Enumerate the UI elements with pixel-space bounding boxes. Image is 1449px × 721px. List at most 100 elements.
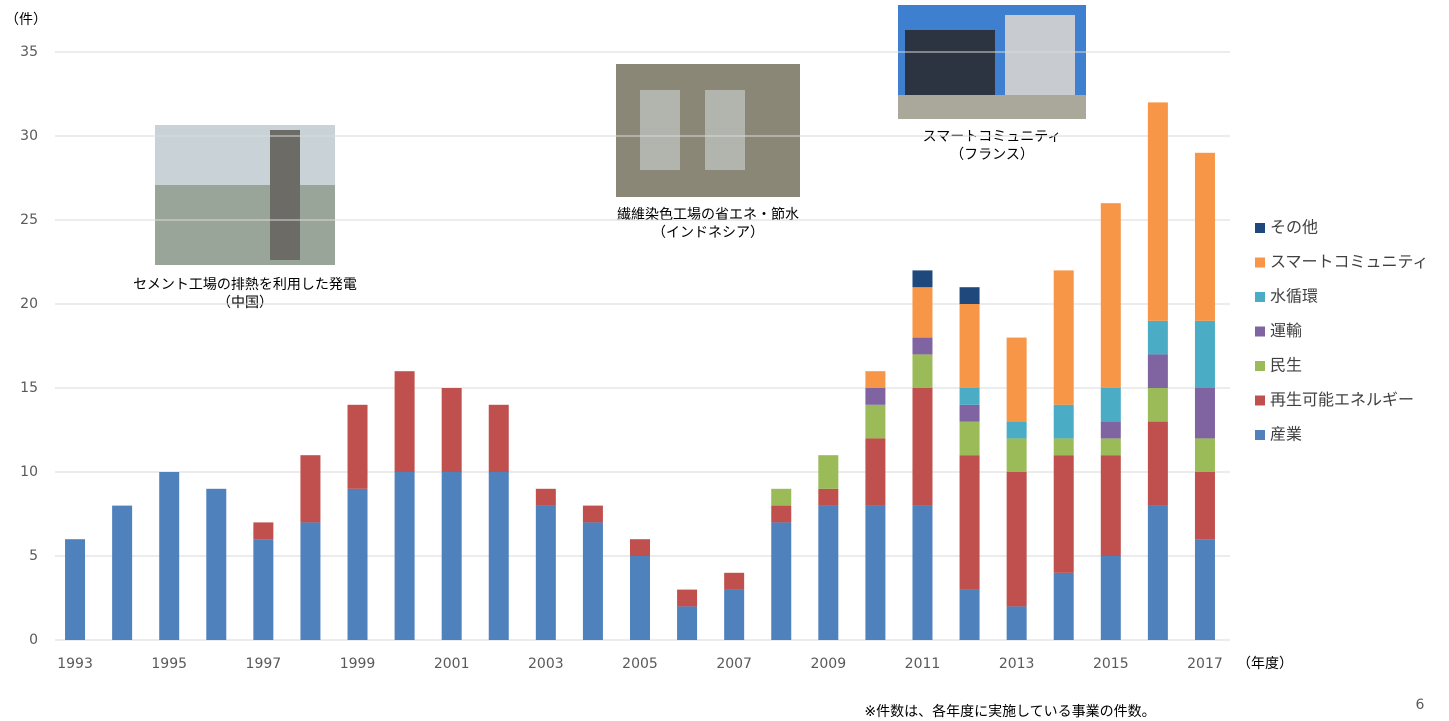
bar-segment — [159, 472, 179, 640]
bar-segment — [912, 270, 932, 287]
x-tick-label: 2005 — [622, 656, 658, 672]
bar-segment — [300, 522, 320, 640]
x-tick-label: 2011 — [905, 656, 941, 672]
bar-segment — [960, 590, 980, 640]
bar-segment — [724, 590, 744, 640]
bar-segment — [1054, 455, 1074, 573]
x-axis-label: （年度） — [1237, 656, 1293, 672]
legend-swatch — [1255, 430, 1265, 440]
photo-ground — [898, 95, 1086, 119]
bar-segment — [348, 489, 368, 640]
bar-segment — [1054, 573, 1074, 640]
photo-machine — [705, 90, 745, 170]
legend-label: その他 — [1270, 218, 1318, 237]
footnote: ※件数は、各年度に実施している事業の件数。 — [864, 704, 1155, 720]
bar-segment — [1148, 506, 1168, 640]
bar-segment — [1195, 438, 1215, 472]
bar-segment — [771, 506, 791, 523]
bar-segment — [630, 539, 650, 556]
x-tick-label: 2001 — [434, 656, 470, 672]
bar-segment — [489, 405, 509, 472]
y-tick-label: 35 — [20, 44, 38, 60]
x-tick-label: 2007 — [716, 656, 752, 672]
legend-swatch — [1255, 361, 1265, 371]
x-tick-label: 2015 — [1093, 656, 1129, 672]
bar-segment — [1148, 102, 1168, 320]
photo-tower — [270, 130, 300, 260]
bar-segment — [960, 405, 980, 422]
y-tick-label: 30 — [20, 128, 38, 144]
x-tick-label: 2009 — [810, 656, 846, 672]
x-tick-label: 1995 — [151, 656, 187, 672]
photo-caption: スマートコミュニティ — [923, 129, 1062, 145]
bar-segment — [818, 455, 838, 489]
bar-segment — [865, 438, 885, 505]
bar-segment — [1007, 422, 1027, 439]
photo-caption: （インドネシア） — [652, 225, 764, 241]
bar-segment — [253, 522, 273, 539]
bar-segment — [1007, 438, 1027, 472]
bar-segment — [1148, 321, 1168, 355]
legend-label: スマートコミュニティ — [1270, 252, 1429, 271]
legend-swatch — [1255, 327, 1265, 337]
page-number: 6 — [1416, 697, 1425, 713]
bar-segment — [112, 506, 132, 640]
legend-swatch — [1255, 258, 1265, 268]
bar-segment — [960, 304, 980, 388]
bar-segment — [865, 371, 885, 388]
bar-segment — [348, 405, 368, 489]
bar-segment — [771, 522, 791, 640]
chart: （件） （年度） ※件数は、各年度に実施している事業の件数。 6 セメント工場の… — [0, 0, 1449, 721]
y-axis-label: （件） — [5, 12, 47, 28]
x-tick-label: 2017 — [1187, 656, 1223, 672]
photo-caption: セメント工場の排熱を利用した発電 — [133, 277, 357, 293]
legend-label: 民生 — [1270, 356, 1302, 375]
bar-segment — [630, 556, 650, 640]
bar-segment — [912, 338, 932, 355]
bar-segment — [677, 590, 697, 607]
bar-segment — [677, 606, 697, 640]
bar-segment — [1101, 203, 1121, 388]
bar-segment — [912, 506, 932, 640]
y-tick-label: 20 — [20, 296, 38, 312]
legend-label: 運輸 — [1270, 321, 1302, 340]
bar-segment — [1195, 321, 1215, 388]
bar-segment — [1007, 338, 1027, 422]
bar-segment — [960, 287, 980, 304]
photo-caption: （フランス） — [950, 147, 1034, 163]
bar-segment — [912, 354, 932, 388]
x-tick-label: 1993 — [57, 656, 93, 672]
photo-building — [1005, 15, 1075, 95]
bar-segment — [300, 455, 320, 522]
bar-segment — [865, 506, 885, 640]
legend-swatch — [1255, 223, 1265, 233]
bar-segment — [960, 455, 980, 589]
bar-segment — [253, 539, 273, 640]
photo-building — [905, 30, 995, 95]
bar-segment — [442, 388, 462, 472]
bar-segment — [1007, 472, 1027, 606]
bar-segment — [395, 371, 415, 472]
x-tick-label: 1997 — [246, 656, 282, 672]
legend-label: 水循環 — [1270, 287, 1318, 306]
bar-segment — [960, 388, 980, 405]
legend-swatch — [1255, 396, 1265, 406]
y-tick-label: 0 — [29, 632, 38, 648]
bar-segment — [1054, 270, 1074, 404]
bar-segment — [65, 539, 85, 640]
photo-machine — [640, 90, 680, 170]
bar-segment — [1054, 438, 1074, 455]
bar-segment — [912, 287, 932, 337]
bar-segment — [442, 472, 462, 640]
photo-caption: （中国） — [217, 295, 273, 311]
y-tick-label: 15 — [20, 380, 38, 396]
bar-segment — [960, 422, 980, 456]
legend-label: 産業 — [1270, 425, 1302, 444]
bar-segment — [206, 489, 226, 640]
bar-segment — [583, 522, 603, 640]
bar-segment — [1101, 455, 1121, 556]
bar-segment — [771, 489, 791, 506]
bar-segment — [583, 506, 603, 523]
bar-segment — [1195, 153, 1215, 321]
bar-segment — [1195, 472, 1215, 539]
